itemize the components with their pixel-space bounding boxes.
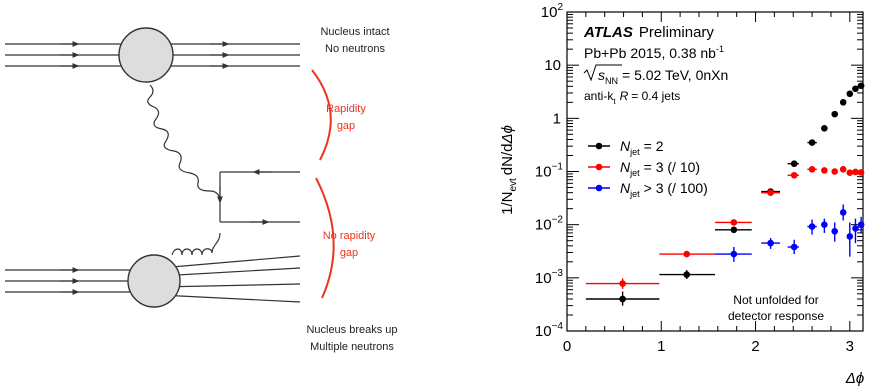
y-tick-label-6: 10−4 xyxy=(535,321,564,340)
legend-marker-0 xyxy=(595,142,603,150)
bottom-nucleus xyxy=(127,254,181,308)
sqrt-symbol xyxy=(583,64,622,82)
label-rapidity-gap-2: gap xyxy=(337,120,355,132)
legend-marker-1 xyxy=(595,163,603,171)
data-point-1-5 xyxy=(808,165,816,173)
fragment-line-2 xyxy=(159,267,301,277)
data-point-0-8 xyxy=(839,99,847,106)
data-point-1-4 xyxy=(790,171,798,179)
y-tick-label-4: 10−2 xyxy=(535,215,564,234)
y-tick-label-3: 10−1 xyxy=(535,162,564,181)
rapidity-gap-bracket xyxy=(311,69,332,161)
label-no-rapidity-gap-2: gap xyxy=(340,247,358,259)
data-point-0-4 xyxy=(790,160,798,168)
data-point-2-7 xyxy=(846,233,854,240)
x-tick-label-1: 1 xyxy=(657,338,665,355)
x-axis-label: Δϕ xyxy=(845,370,864,387)
x-tick-label-3: 3 xyxy=(846,338,854,355)
top-nucleus xyxy=(118,27,174,83)
data-point-2-2 xyxy=(790,243,798,251)
label-rapidity-gap-1: Rapidity xyxy=(326,103,366,115)
data-point-0-2 xyxy=(730,226,738,234)
data-point-0-5 xyxy=(808,139,816,146)
series-1 xyxy=(585,165,865,289)
legend-label-0: Njet = 2 xyxy=(620,138,664,157)
y-axis-label: 1/NevtdN/dΔϕ xyxy=(499,125,519,215)
note-line-2: detector response xyxy=(728,309,824,323)
data-point-0-10 xyxy=(852,85,859,93)
label-nucleus-breaks-1: Nucleus breaks up xyxy=(306,324,397,336)
photon-line xyxy=(147,84,221,200)
data-point-2-0 xyxy=(730,250,738,258)
y-tick-label-0: 102 xyxy=(541,2,564,21)
no-rapidity-gap-bracket xyxy=(315,177,335,299)
jets-label: anti-kt R = 0.4 jets xyxy=(584,89,680,106)
data-point-1-10 xyxy=(852,168,859,176)
y-ticks: 102 10 1 10−1 10−2 10−3 10−4 xyxy=(535,2,863,340)
data-point-0-1 xyxy=(683,271,691,278)
data-point-1-2 xyxy=(730,219,738,226)
data-point-2-3 xyxy=(808,223,816,230)
label-no-rapidity-gap-1: No rapidity xyxy=(323,230,376,242)
atlas-label: ATLAS Preliminary xyxy=(583,24,714,41)
data-point-0-0 xyxy=(619,295,626,303)
x-tick-label-2: 2 xyxy=(751,338,759,355)
y-tick-label-5: 10−3 xyxy=(535,268,564,287)
energy-label: sNN = 5.02 TeV, 0nXn xyxy=(598,67,728,86)
series-0 xyxy=(585,82,865,306)
data-point-1-9 xyxy=(846,169,854,176)
data-point-2-5 xyxy=(831,228,839,235)
data-point-0-6 xyxy=(821,124,828,132)
label-nucleus-intact-1: Nucleus intact xyxy=(320,26,389,38)
series-2 xyxy=(715,204,865,262)
fragment-line-4 xyxy=(159,294,301,303)
fragment-line-1 xyxy=(159,255,301,269)
data-point-1-11 xyxy=(857,169,865,176)
legend-marker-2 xyxy=(595,184,603,192)
note-line-1: Not unfolded for xyxy=(733,293,818,307)
data-point-0-11 xyxy=(857,82,865,90)
data-point-0-9 xyxy=(846,90,854,98)
diagram-labels: Nucleus intact No neutrons Rapidity gap … xyxy=(306,26,397,353)
chart: 0 1 2 3 102 10 1 10−1 10−2 10−3 10−4 1/NevtdN/dΔϕ… xyxy=(499,2,865,387)
legend-label-1: Njet = 3 (/ 10) xyxy=(620,159,700,178)
data-point-1-6 xyxy=(821,167,828,174)
data-point-2-8 xyxy=(852,225,859,232)
data-point-1-7 xyxy=(831,168,839,175)
x-tick-label-0: 0 xyxy=(563,338,571,355)
x-ticks: 0 1 2 3 xyxy=(563,12,854,355)
label-nucleus-breaks-2: Multiple neutrons xyxy=(310,341,394,353)
data-point-2-1 xyxy=(767,239,774,247)
process-diagram xyxy=(5,27,335,308)
gluon-line xyxy=(171,232,221,256)
series-layer xyxy=(585,82,865,306)
data-point-2-9 xyxy=(857,221,865,228)
data-point-1-0 xyxy=(619,280,626,287)
data-point-1-8 xyxy=(839,165,847,173)
y-tick-label-2: 1 xyxy=(553,110,561,127)
legend-label-2: Njet > 3 (/ 100) xyxy=(620,180,708,199)
data-point-1-3 xyxy=(767,189,774,196)
legend: Njet = 2 Njet = 3 (/ 10) Njet > 3 (/ 100) xyxy=(588,138,708,199)
data-point-0-7 xyxy=(831,110,839,118)
dataset-label: Pb+Pb 2015, 0.38 nb-1 xyxy=(584,44,724,61)
data-point-2-4 xyxy=(821,221,828,228)
data-point-1-1 xyxy=(683,250,691,258)
fragment-line-3 xyxy=(159,283,301,288)
data-point-2-6 xyxy=(839,209,847,216)
y-tick-label-1: 10 xyxy=(544,57,561,74)
label-nucleus-intact-2: No neutrons xyxy=(325,43,385,55)
